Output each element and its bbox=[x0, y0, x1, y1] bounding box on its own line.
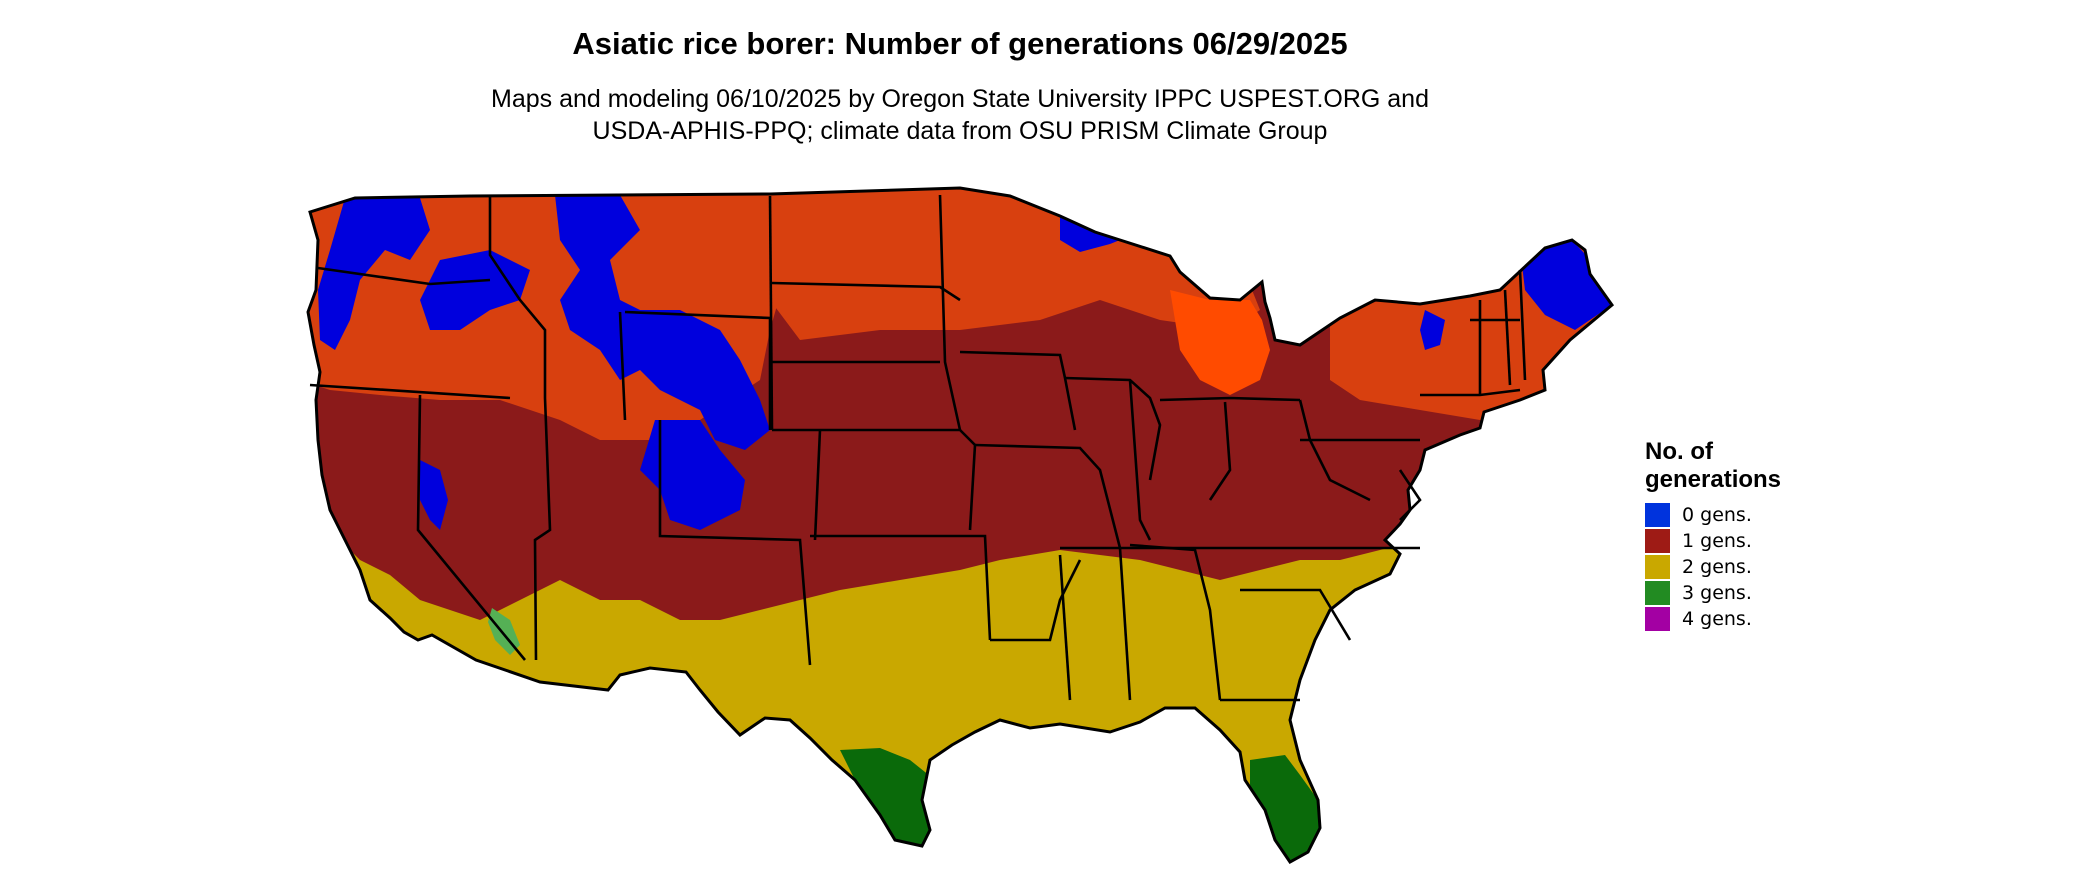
state-border bbox=[768, 195, 774, 431]
state-border bbox=[1240, 588, 1352, 641]
state-borders bbox=[309, 194, 1527, 702]
zero-gen-zone bbox=[555, 195, 770, 450]
state-border bbox=[959, 350, 1077, 431]
state-border bbox=[1208, 401, 1232, 501]
subtitle-line: USDA-APHIS-PPQ; climate data from OSU PR… bbox=[592, 117, 1328, 145]
legend-item: 3 gens. bbox=[1645, 580, 1781, 606]
legend-swatch bbox=[1645, 581, 1670, 605]
zero-gen-zone bbox=[420, 460, 448, 530]
state-border bbox=[772, 428, 977, 531]
us-generations-map bbox=[306, 186, 1614, 864]
legend-title: No. of generations bbox=[1645, 438, 1781, 494]
legend-swatch bbox=[1645, 607, 1670, 631]
state-border bbox=[1058, 554, 1072, 701]
three-gen-zone bbox=[1250, 755, 1322, 862]
state-border bbox=[813, 429, 822, 541]
state-border bbox=[810, 534, 992, 641]
state-border bbox=[1518, 269, 1527, 381]
state-border bbox=[533, 397, 552, 661]
state-border bbox=[488, 195, 547, 398]
one-gen-zone bbox=[1170, 290, 1270, 395]
state-border bbox=[1503, 289, 1512, 386]
three-gen-zone bbox=[840, 748, 935, 850]
legend-item: 2 gens. bbox=[1645, 554, 1781, 580]
legend-item: 0 gens. bbox=[1645, 502, 1781, 528]
state-border bbox=[416, 394, 527, 661]
zero-gen-zone bbox=[1420, 310, 1445, 350]
state-border bbox=[1398, 469, 1422, 521]
legend-title-line: No. of bbox=[1645, 438, 1713, 465]
legend-label: 4 gens. bbox=[1682, 608, 1752, 630]
state-border bbox=[771, 281, 961, 302]
legend: No. of generations 0 gens. 1 gens. 2 gen… bbox=[1645, 438, 1781, 632]
zero-gen-zone bbox=[318, 198, 430, 350]
legend-label: 1 gens. bbox=[1682, 530, 1752, 552]
state-border bbox=[938, 194, 962, 431]
state-border bbox=[1064, 376, 1162, 481]
zero-gen-zone bbox=[420, 250, 530, 330]
zero-gen-zone bbox=[640, 420, 745, 530]
legend-swatch bbox=[1645, 503, 1670, 527]
map-title: Asiatic rice borer: Number of generation… bbox=[572, 26, 1348, 61]
state-border bbox=[618, 311, 627, 421]
generation-zones bbox=[308, 188, 1612, 862]
state-border bbox=[317, 266, 491, 286]
subtitle-line: Maps and modeling 06/10/2025 by Oregon S… bbox=[491, 85, 1429, 113]
legend-swatch bbox=[1645, 529, 1670, 553]
legend-label: 2 gens. bbox=[1682, 556, 1752, 578]
state-border bbox=[1118, 547, 1132, 701]
state-border bbox=[974, 443, 1122, 549]
map-subtitle: Maps and modeling 06/10/2025 by Oregon S… bbox=[0, 83, 1920, 147]
legend-item: 4 gens. bbox=[1645, 606, 1781, 632]
legend-items: 0 gens. 1 gens. 2 gens. 3 gens. 4 gens. bbox=[1645, 502, 1781, 632]
legend-title-line: generations bbox=[1645, 466, 1782, 493]
state-border bbox=[658, 420, 812, 666]
legend-label: 3 gens. bbox=[1682, 582, 1752, 604]
legend-item: 1 gens. bbox=[1645, 528, 1781, 554]
state-border bbox=[1159, 396, 1301, 402]
state-border bbox=[1298, 399, 1371, 502]
legend-label: 0 gens. bbox=[1682, 504, 1752, 526]
state-border bbox=[990, 559, 1082, 642]
legend-swatch bbox=[1645, 555, 1670, 579]
state-border bbox=[309, 383, 511, 400]
state-border bbox=[1128, 379, 1152, 541]
